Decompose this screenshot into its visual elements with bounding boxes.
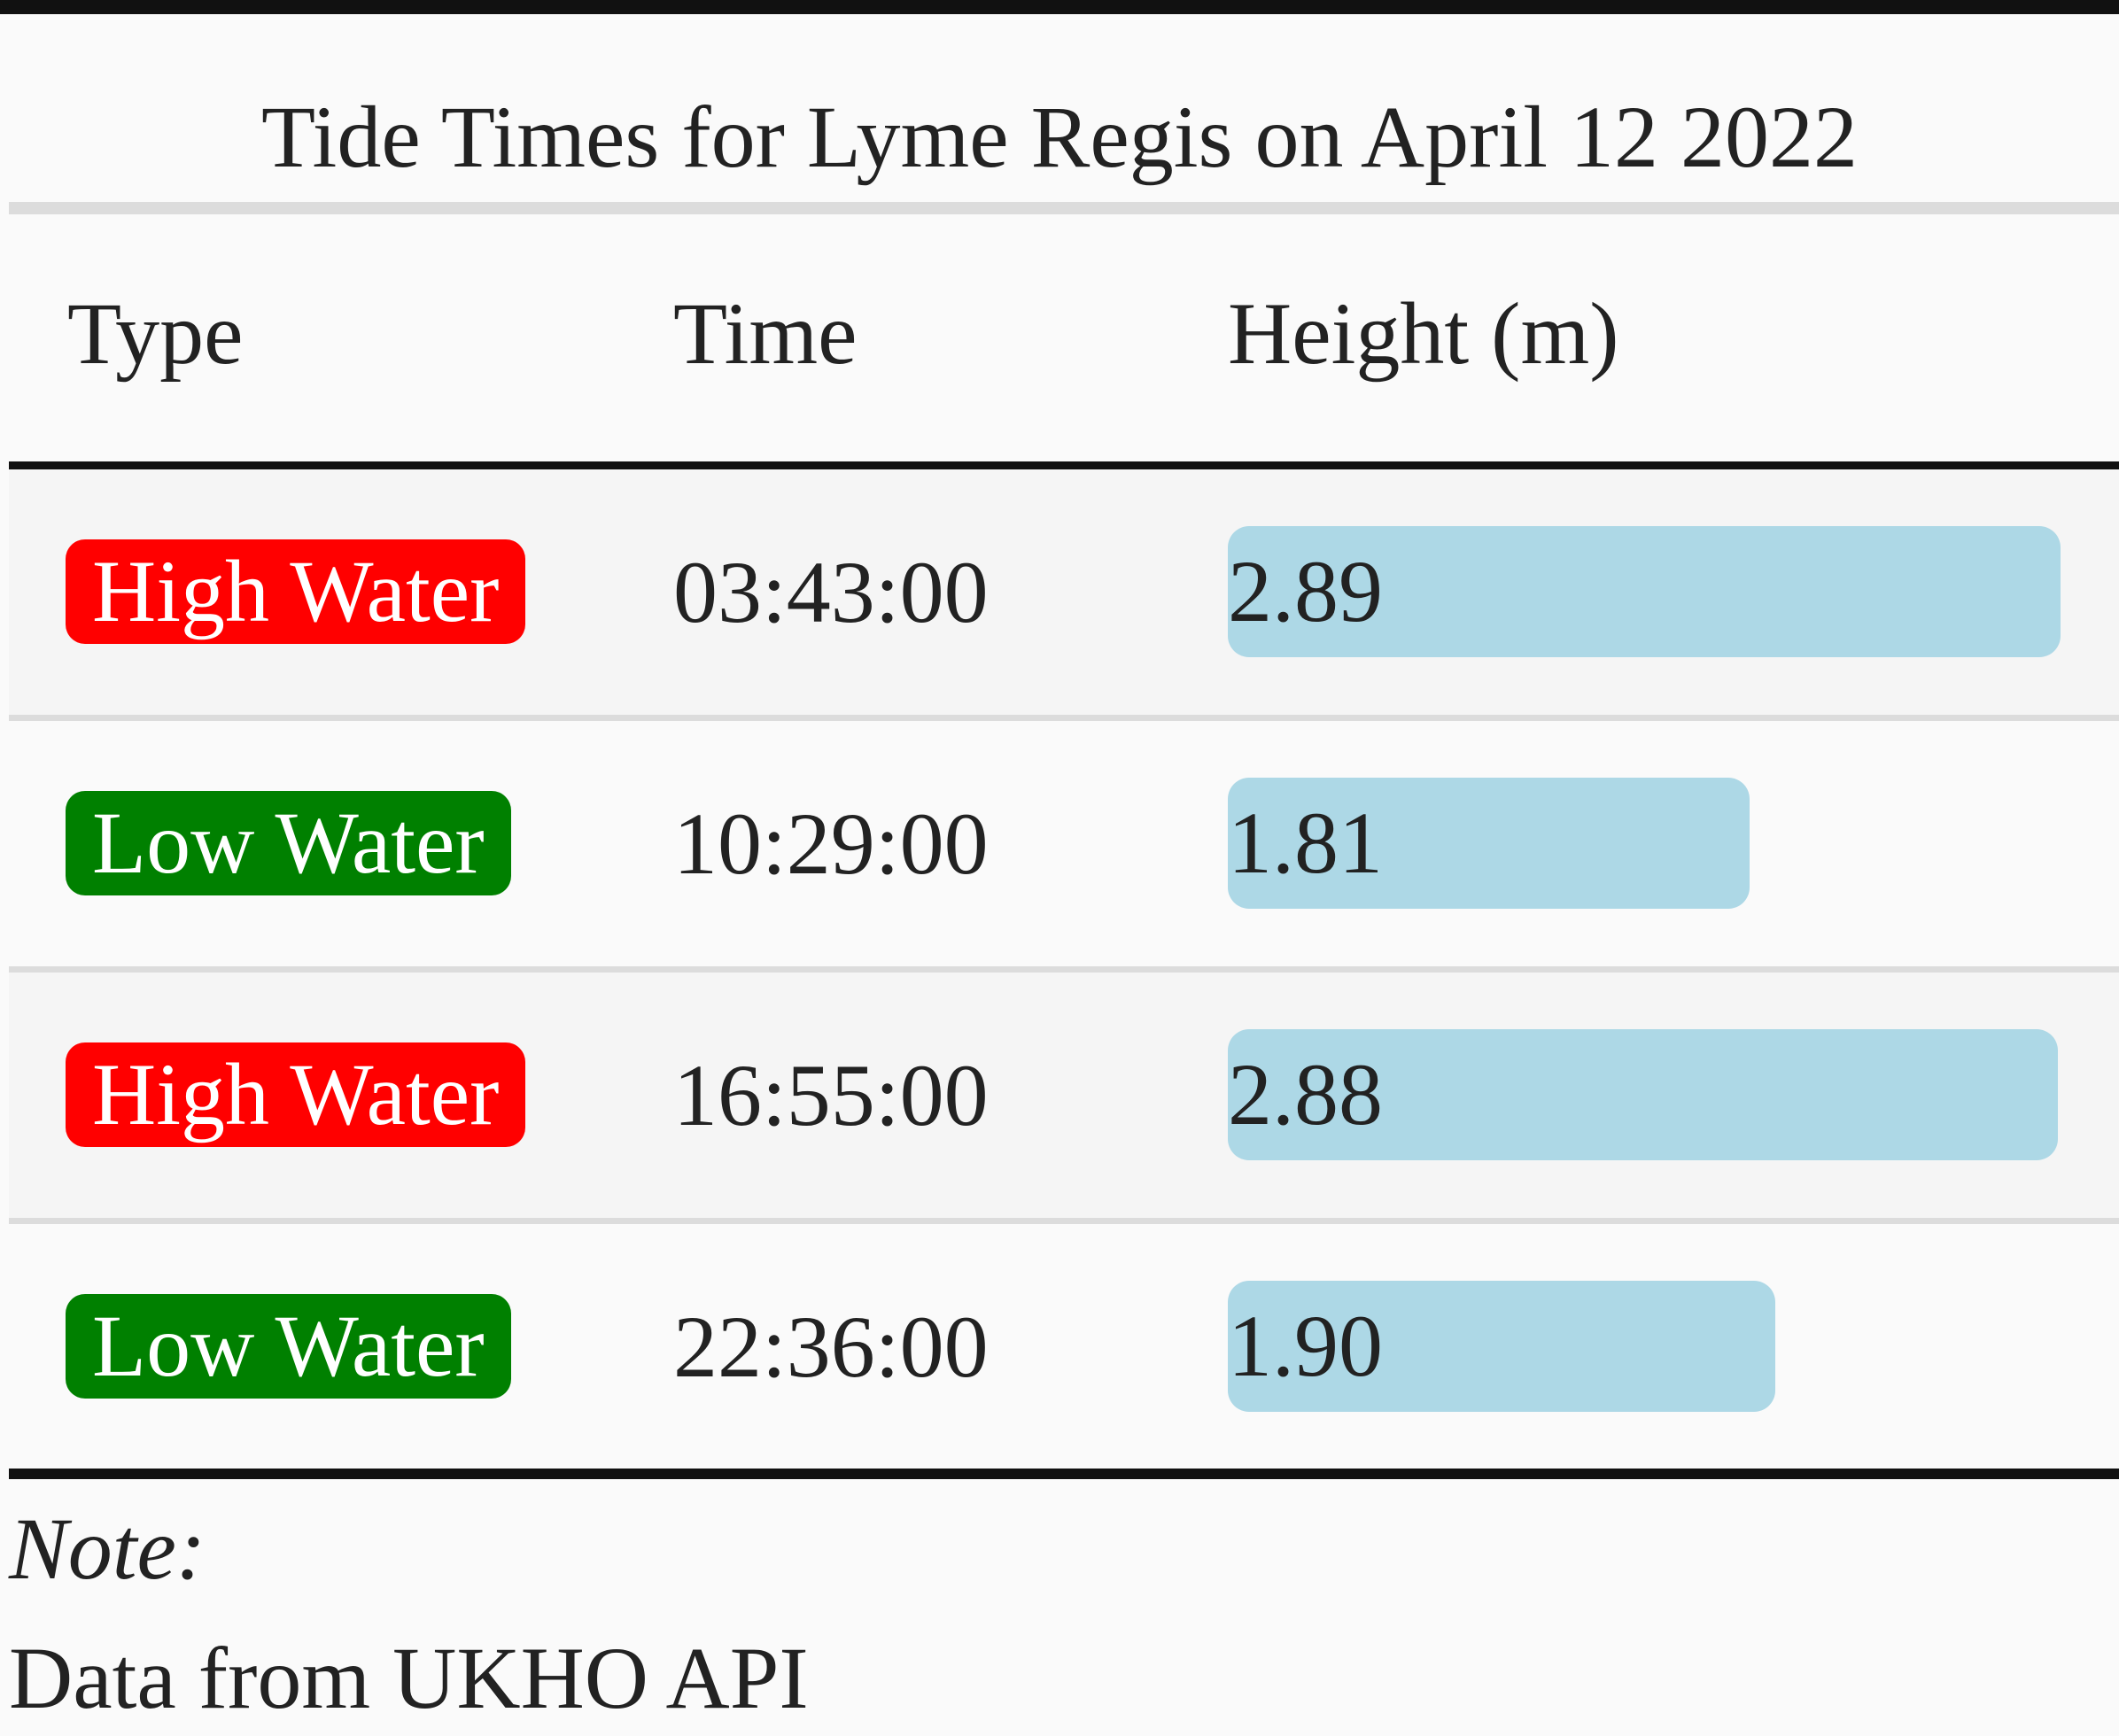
height-value: 2.88 xyxy=(1228,1045,1383,1143)
tide-type-badge: Low Water xyxy=(66,1294,511,1399)
table-row: Low Water 10:29:00 1.81 xyxy=(9,721,2119,973)
table-title: Tide Times for Lyme Regis on April 12 20… xyxy=(260,88,1859,186)
height-bar xyxy=(1228,1281,1775,1412)
height-bar-area: 1.81 xyxy=(1228,778,2061,909)
height-bar-area: 2.88 xyxy=(1228,1029,2061,1160)
table-header: Type Time Height (m) xyxy=(9,214,2119,462)
height-bar-area: 1.90 xyxy=(1228,1281,2061,1412)
note-label: Note: xyxy=(9,1500,206,1598)
table-row: High Water 16:55:00 2.88 xyxy=(9,973,2119,1224)
tide-time: 03:43:00 xyxy=(673,543,989,641)
bottom-rule xyxy=(9,1469,2119,1479)
height-value: 1.90 xyxy=(1228,1297,1383,1395)
height-bar xyxy=(1228,778,1750,909)
column-header-type: Type xyxy=(67,284,244,383)
height-bar xyxy=(1228,526,2061,657)
height-bar xyxy=(1228,1029,2058,1160)
tide-type-badge: High Water xyxy=(66,539,526,644)
tide-time: 16:55:00 xyxy=(673,1046,989,1144)
height-value: 1.81 xyxy=(1228,794,1383,892)
table-row: High Water 03:43:00 2.89 xyxy=(9,469,2119,721)
tide-time: 10:29:00 xyxy=(673,794,989,893)
height-value: 2.89 xyxy=(1228,542,1383,640)
top-rule xyxy=(0,0,2119,14)
tide-type-badge: High Water xyxy=(66,1042,526,1147)
column-header-time: Time xyxy=(673,284,858,383)
note-text: Data from UKHO API xyxy=(9,1629,809,1727)
tide-type-badge: Low Water xyxy=(66,791,511,895)
title-rule xyxy=(9,202,2119,214)
table-row: Low Water 22:36:00 1.90 xyxy=(9,1224,2119,1469)
column-header-height: Height (m) xyxy=(1228,284,1619,383)
header-rule xyxy=(9,461,2119,469)
height-bar-area: 2.89 xyxy=(1228,526,2061,657)
table-body: High Water 03:43:00 2.89 Low Water 10:29… xyxy=(9,469,2119,1469)
tide-time: 22:36:00 xyxy=(673,1298,989,1396)
